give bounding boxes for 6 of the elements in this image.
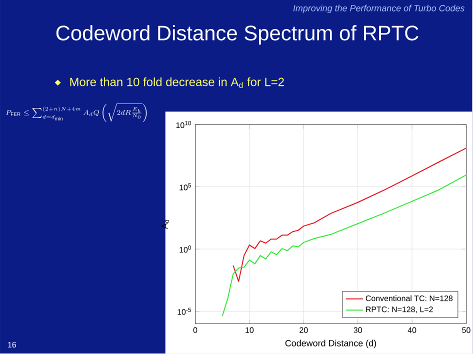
- x-axis-title: Codeword Distance (d): [285, 340, 376, 348]
- text: $P_{\mathrm{FER}} \le \sum_{d=d_{\min}}^{(2+n)N+4m} A_d Q\left(\sqrt{2dR\frac{E_b}{N_0}}\right)$: [6, 104, 147, 122]
- chart-title: Codeword Distance Spectrum of RPTC: [56, 25, 418, 45]
- chart-subtitle: More than 10 fold decrease in A$_{d}$ for L=2: [70, 78, 284, 88]
- y-axis-title: A$_{d}$: [161, 220, 169, 230]
- text: Improving the Performance of Turbo Codes: [293, 4, 465, 14]
